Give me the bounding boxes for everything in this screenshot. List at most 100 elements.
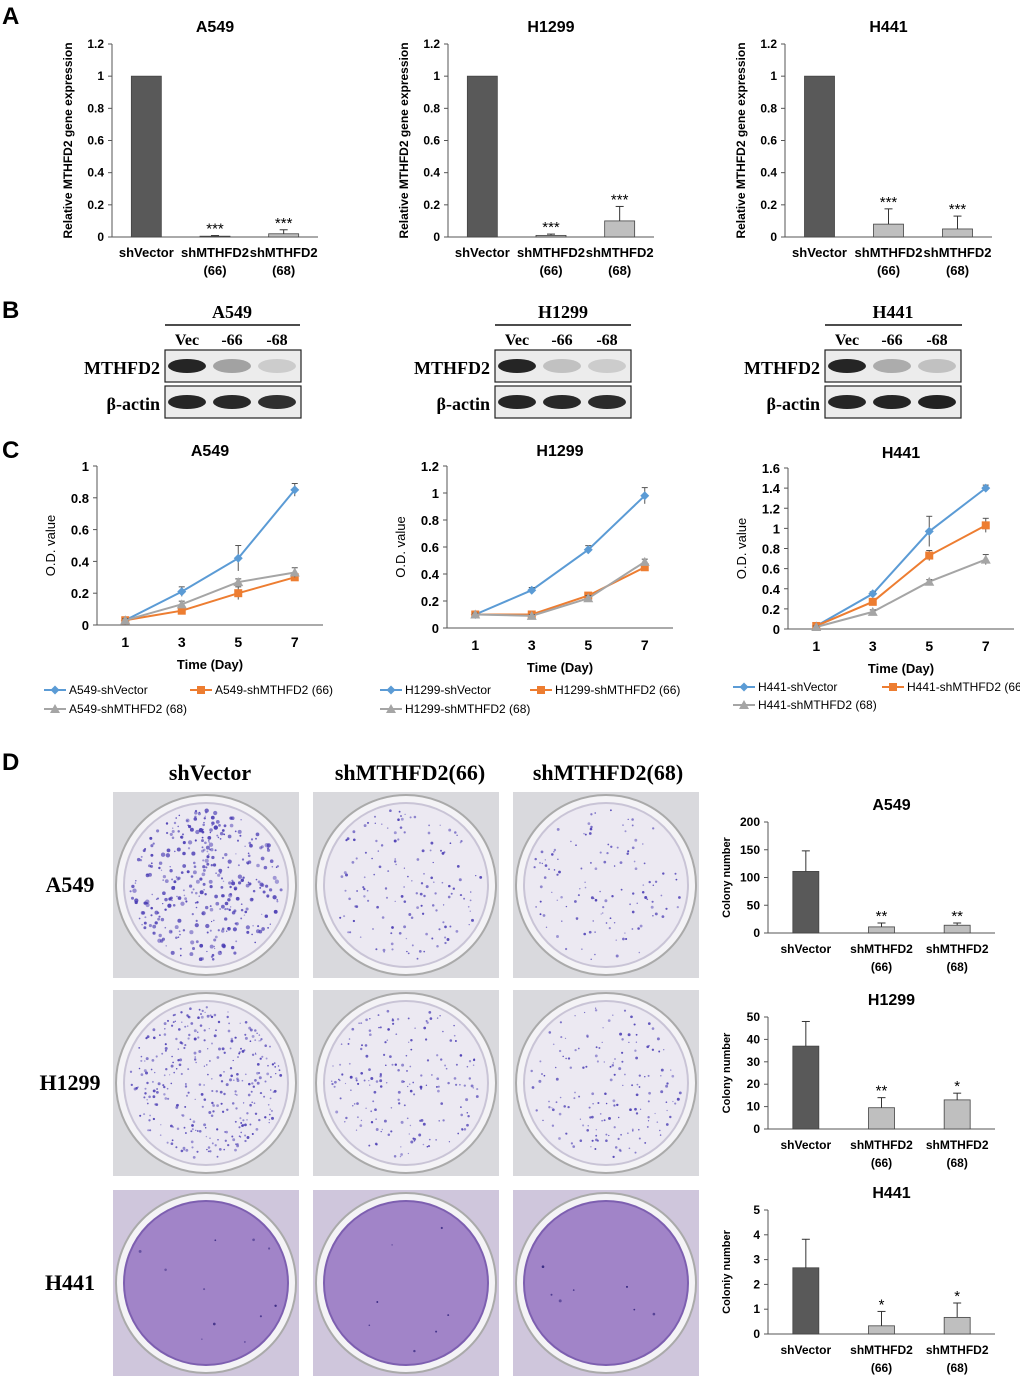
colony-dot [213, 1013, 217, 1017]
colony-dot [383, 1119, 387, 1123]
colony-dot [206, 862, 210, 866]
colony-dot [438, 928, 441, 931]
colony-dot [359, 1124, 363, 1127]
colony-dot [450, 892, 453, 895]
colony-dot [666, 1082, 669, 1085]
colony-dot [672, 1100, 674, 1103]
colony-dot [591, 1139, 594, 1142]
colony-dot [559, 1021, 563, 1024]
colony-dot [440, 849, 442, 852]
bar-2 [943, 1316, 971, 1335]
colony-dot [602, 1027, 604, 1029]
colony-dot [224, 907, 227, 911]
colony-dot [226, 1108, 229, 1112]
colony-dot [589, 1116, 592, 1119]
colony-dot [551, 1108, 555, 1112]
colony-dot [233, 951, 237, 955]
x-tick-label: 5 [234, 634, 242, 650]
colony-dot [170, 1064, 174, 1068]
colony-dot [616, 846, 619, 849]
colony-dot [335, 1110, 339, 1114]
colony-dot [624, 830, 627, 833]
colony-dot [260, 856, 265, 861]
colony-dot [268, 1119, 271, 1121]
colony-dot [256, 1063, 260, 1066]
colony-dot [184, 1085, 188, 1088]
colony-dot [133, 1087, 137, 1091]
colony-dot [351, 861, 355, 864]
colony-dot [548, 1106, 551, 1109]
colony-dot [415, 892, 419, 895]
colony-dot [248, 841, 252, 845]
chart-title: H1299 [868, 992, 915, 1009]
colony-dot [130, 1083, 133, 1087]
colony-dot [558, 1112, 562, 1116]
colony-dot [386, 827, 389, 829]
colony-dot [393, 831, 397, 835]
colony-dot [258, 1034, 261, 1036]
colony-dot [199, 877, 203, 881]
colony-dot [436, 1077, 440, 1081]
colony-dot [180, 836, 183, 839]
colony-dot [196, 901, 199, 904]
colony-dot [172, 1061, 174, 1064]
panel-label-d: D [2, 749, 19, 776]
colony-dot [634, 838, 638, 842]
colony-dot [430, 841, 434, 845]
colony-dot [148, 864, 151, 868]
colony-dot [599, 1113, 602, 1115]
colony-dot [440, 1226, 443, 1230]
colony-dot [206, 1014, 210, 1018]
colony-dot [595, 1138, 598, 1142]
colony-dot [557, 858, 559, 860]
colony-dot [247, 881, 250, 883]
series-line-0 [124, 489, 296, 622]
colony-dot [207, 1146, 211, 1149]
colony-dot [218, 824, 221, 827]
y-tick-label: 1.2 [762, 501, 780, 516]
colony-dot [419, 1085, 423, 1089]
y-tick-label: 0 [753, 1122, 760, 1136]
colony-dot [429, 849, 432, 852]
colony-dot [210, 955, 214, 958]
colony-dot [227, 834, 232, 839]
colony-dot [344, 889, 347, 892]
colony-dot [448, 1141, 451, 1143]
colony-dot [146, 1099, 148, 1101]
colony-dot [352, 1105, 354, 1107]
colony-dot [201, 1338, 203, 1340]
colony-dot [220, 877, 224, 880]
colony-dot [201, 872, 206, 877]
colony-dot [247, 860, 252, 864]
colony-dot [635, 1112, 639, 1115]
colony-dot [558, 1299, 562, 1303]
colony-dot [375, 1128, 379, 1131]
colony-dot [654, 912, 658, 916]
colony-dot [195, 906, 198, 909]
series-point-0 [868, 589, 878, 599]
colony-dot [187, 824, 189, 827]
colony-dot [224, 901, 229, 906]
colony-dot [179, 933, 181, 936]
category-label: shMTHFD2 [250, 245, 318, 260]
colony-dot [235, 940, 238, 943]
colony-dot [539, 885, 543, 889]
colony-dot [578, 1095, 581, 1098]
colony-dot [217, 929, 220, 932]
colony-dot [200, 957, 205, 961]
series-point-2 [176, 599, 187, 609]
colony-dot [359, 936, 362, 938]
colony-dot [223, 1092, 226, 1096]
y-axis-label: Relative MTHFD2 gene expression [61, 42, 75, 238]
colony-dot [225, 1130, 228, 1134]
colony-dot [348, 897, 351, 901]
colony-dot [406, 1117, 409, 1120]
colony-dot [166, 1019, 170, 1022]
colony-dot [188, 825, 192, 829]
colony-dot [340, 1043, 343, 1045]
colony-dot [215, 820, 220, 824]
colony-dot [269, 1108, 272, 1110]
y-tick-label: 0.6 [71, 523, 89, 538]
